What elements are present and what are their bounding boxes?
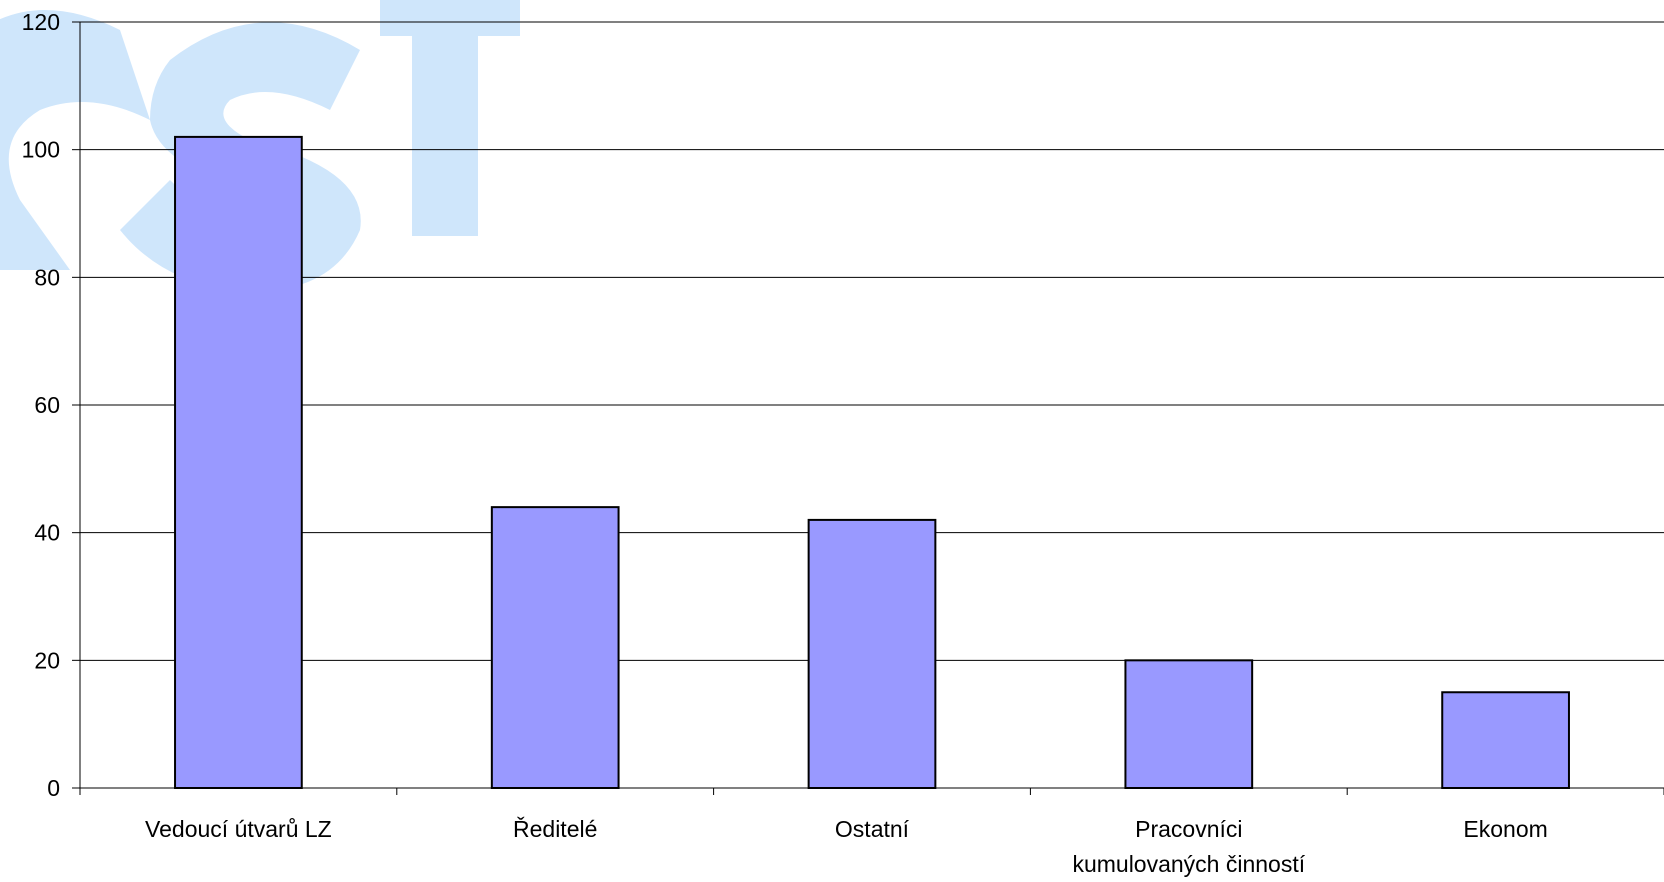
- x-category-label: Vedoucí útvarů LZ: [145, 816, 332, 842]
- bar: [1124, 659, 1254, 789]
- y-tick-label: 80: [34, 264, 60, 290]
- x-category-label: Ostatní: [835, 816, 910, 842]
- x-category-label-line: kumulovaných činností: [1072, 851, 1305, 877]
- x-category-label: Pracovníci kumulovaných činností: [1072, 816, 1305, 877]
- bar: [490, 506, 620, 789]
- x-category-label-line: Pracovníci: [1135, 816, 1242, 842]
- y-tick-label: 100: [22, 137, 60, 163]
- y-tick-label: 0: [47, 775, 60, 801]
- x-category-label-line: Vedoucí útvarů LZ: [145, 816, 332, 842]
- y-tick-label: 120: [22, 9, 60, 35]
- x-category-label: Ekonom: [1463, 816, 1547, 842]
- bar: [174, 135, 303, 789]
- y-tick-label: 20: [34, 647, 60, 673]
- bar: [1441, 691, 1570, 789]
- x-category-label: Ředitelé: [513, 816, 597, 842]
- x-category-label-line: Ostatní: [835, 816, 910, 842]
- x-category-label-line: Ekonom: [1463, 816, 1547, 842]
- x-category-label-line: Ředitelé: [513, 816, 597, 842]
- y-tick-label: 60: [34, 392, 60, 418]
- bar: [807, 518, 937, 790]
- y-tick-label: 40: [34, 520, 60, 546]
